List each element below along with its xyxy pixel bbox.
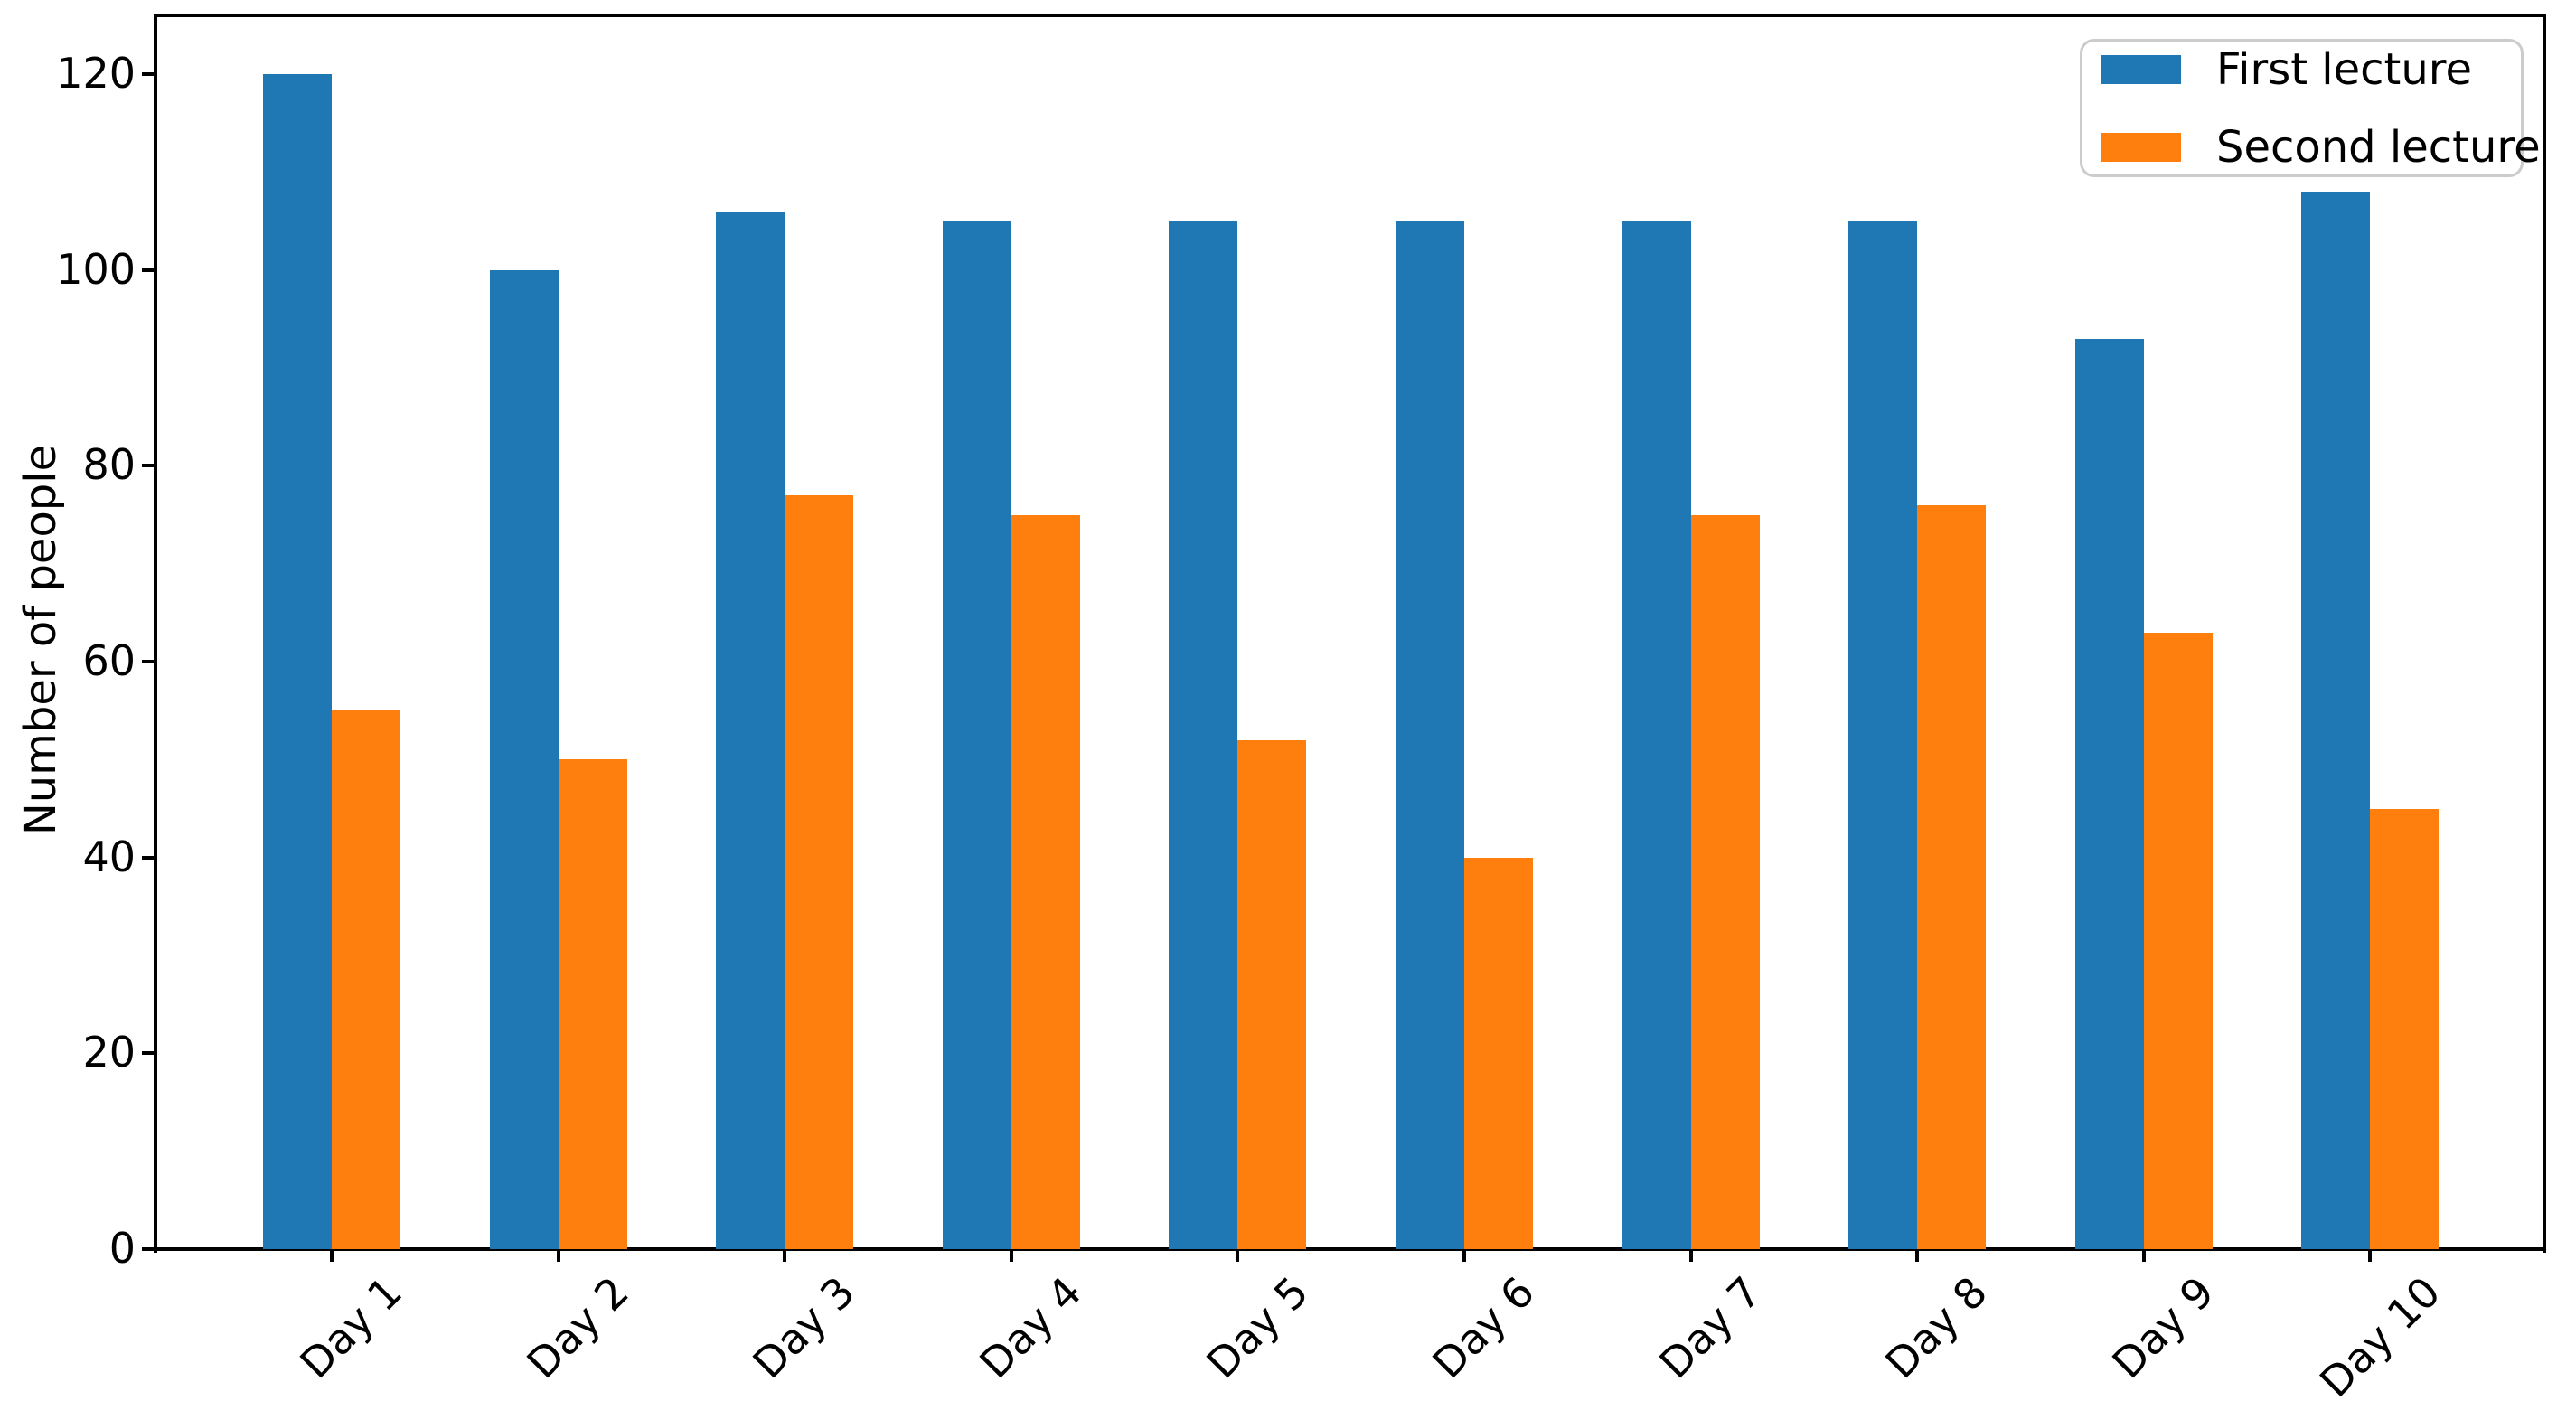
bar-first-lecture-day-8 (1848, 221, 1918, 1249)
x-tick-label: Day 7 (1650, 1267, 1771, 1388)
top-spine (154, 14, 2546, 17)
bar-first-lecture-day-7 (1622, 221, 1691, 1249)
y-tick-label: 40 (82, 832, 136, 881)
x-tick-label: Day 2 (517, 1267, 638, 1388)
x-tick-mark (2141, 1250, 2146, 1262)
legend-label-first-lecture: First lecture (2216, 43, 2472, 95)
bar-second-lecture-day-5 (1237, 739, 1307, 1249)
legend-swatch-second-lecture (2101, 132, 2181, 162)
y-tick-mark (142, 1247, 154, 1251)
y-tick-mark (142, 72, 154, 76)
x-tick-mark (1009, 1250, 1013, 1262)
legend: First lecture Second lecture (2080, 39, 2541, 177)
x-tick-mark (1915, 1250, 1920, 1262)
x-tick-mark (1688, 1250, 1693, 1262)
legend-item-first-lecture: First lecture (2101, 44, 2503, 95)
y-tick-label: 0 (108, 1223, 136, 1273)
x-tick-mark (1462, 1250, 1466, 1262)
right-spine (2543, 14, 2546, 1253)
y-tick-label: 100 (56, 244, 136, 294)
bar-second-lecture-day-6 (1464, 857, 1533, 1249)
plot-area (155, 15, 2544, 1249)
legend-label-second-lecture: Second lecture (2216, 121, 2541, 173)
bar-first-lecture-day-4 (942, 221, 1011, 1249)
left-spine (154, 14, 157, 1253)
bar-first-lecture-day-6 (1396, 221, 1464, 1249)
legend-swatch-first-lecture (2101, 54, 2181, 84)
bar-second-lecture-day-10 (2370, 808, 2440, 1249)
x-tick-mark (330, 1250, 334, 1262)
y-tick-label: 120 (56, 48, 136, 98)
bar-first-lecture-day-9 (2074, 338, 2144, 1249)
bar-first-lecture-day-3 (716, 211, 785, 1249)
y-tick-label: 20 (82, 1028, 136, 1077)
bar-second-lecture-day-4 (1011, 514, 1080, 1249)
bar-second-lecture-day-7 (1690, 514, 1760, 1249)
x-tick-label: Day 5 (1197, 1267, 1318, 1388)
x-tick-label: Day 1 (290, 1267, 412, 1388)
bar-second-lecture-day-9 (2143, 632, 2213, 1249)
y-tick-label: 80 (82, 440, 136, 490)
x-tick-label: Day 4 (970, 1267, 1091, 1388)
x-tick-mark (556, 1250, 560, 1262)
bar-first-lecture-day-2 (489, 269, 559, 1249)
bar-first-lecture-day-10 (2301, 192, 2371, 1249)
bottom-spine (154, 1247, 2546, 1251)
y-tick-mark (142, 855, 154, 860)
bar-first-lecture-day-1 (263, 74, 332, 1249)
x-tick-mark (783, 1250, 787, 1262)
bar-second-lecture-day-8 (1917, 504, 1987, 1249)
bar-second-lecture-day-2 (558, 759, 627, 1249)
x-tick-label: Day 9 (2102, 1267, 2223, 1388)
y-axis-title: Number of people (15, 444, 66, 836)
y-tick-mark (142, 464, 154, 468)
x-tick-label: Day 10 (2310, 1267, 2450, 1401)
y-tick-mark (142, 268, 154, 272)
bar-second-lecture-day-1 (332, 710, 400, 1249)
y-tick-mark (142, 1051, 154, 1056)
bar-first-lecture-day-5 (1169, 221, 1238, 1249)
y-tick-label: 60 (82, 635, 136, 685)
bar-second-lecture-day-3 (785, 494, 854, 1249)
x-tick-label: Day 3 (743, 1267, 865, 1388)
x-tick-mark (2368, 1250, 2373, 1262)
x-tick-label: Day 8 (1876, 1267, 1998, 1388)
y-tick-mark (142, 660, 154, 663)
x-tick-label: Day 6 (1423, 1267, 1545, 1388)
legend-item-second-lecture: Second lecture (2101, 122, 2541, 173)
x-tick-mark (1236, 1250, 1240, 1262)
